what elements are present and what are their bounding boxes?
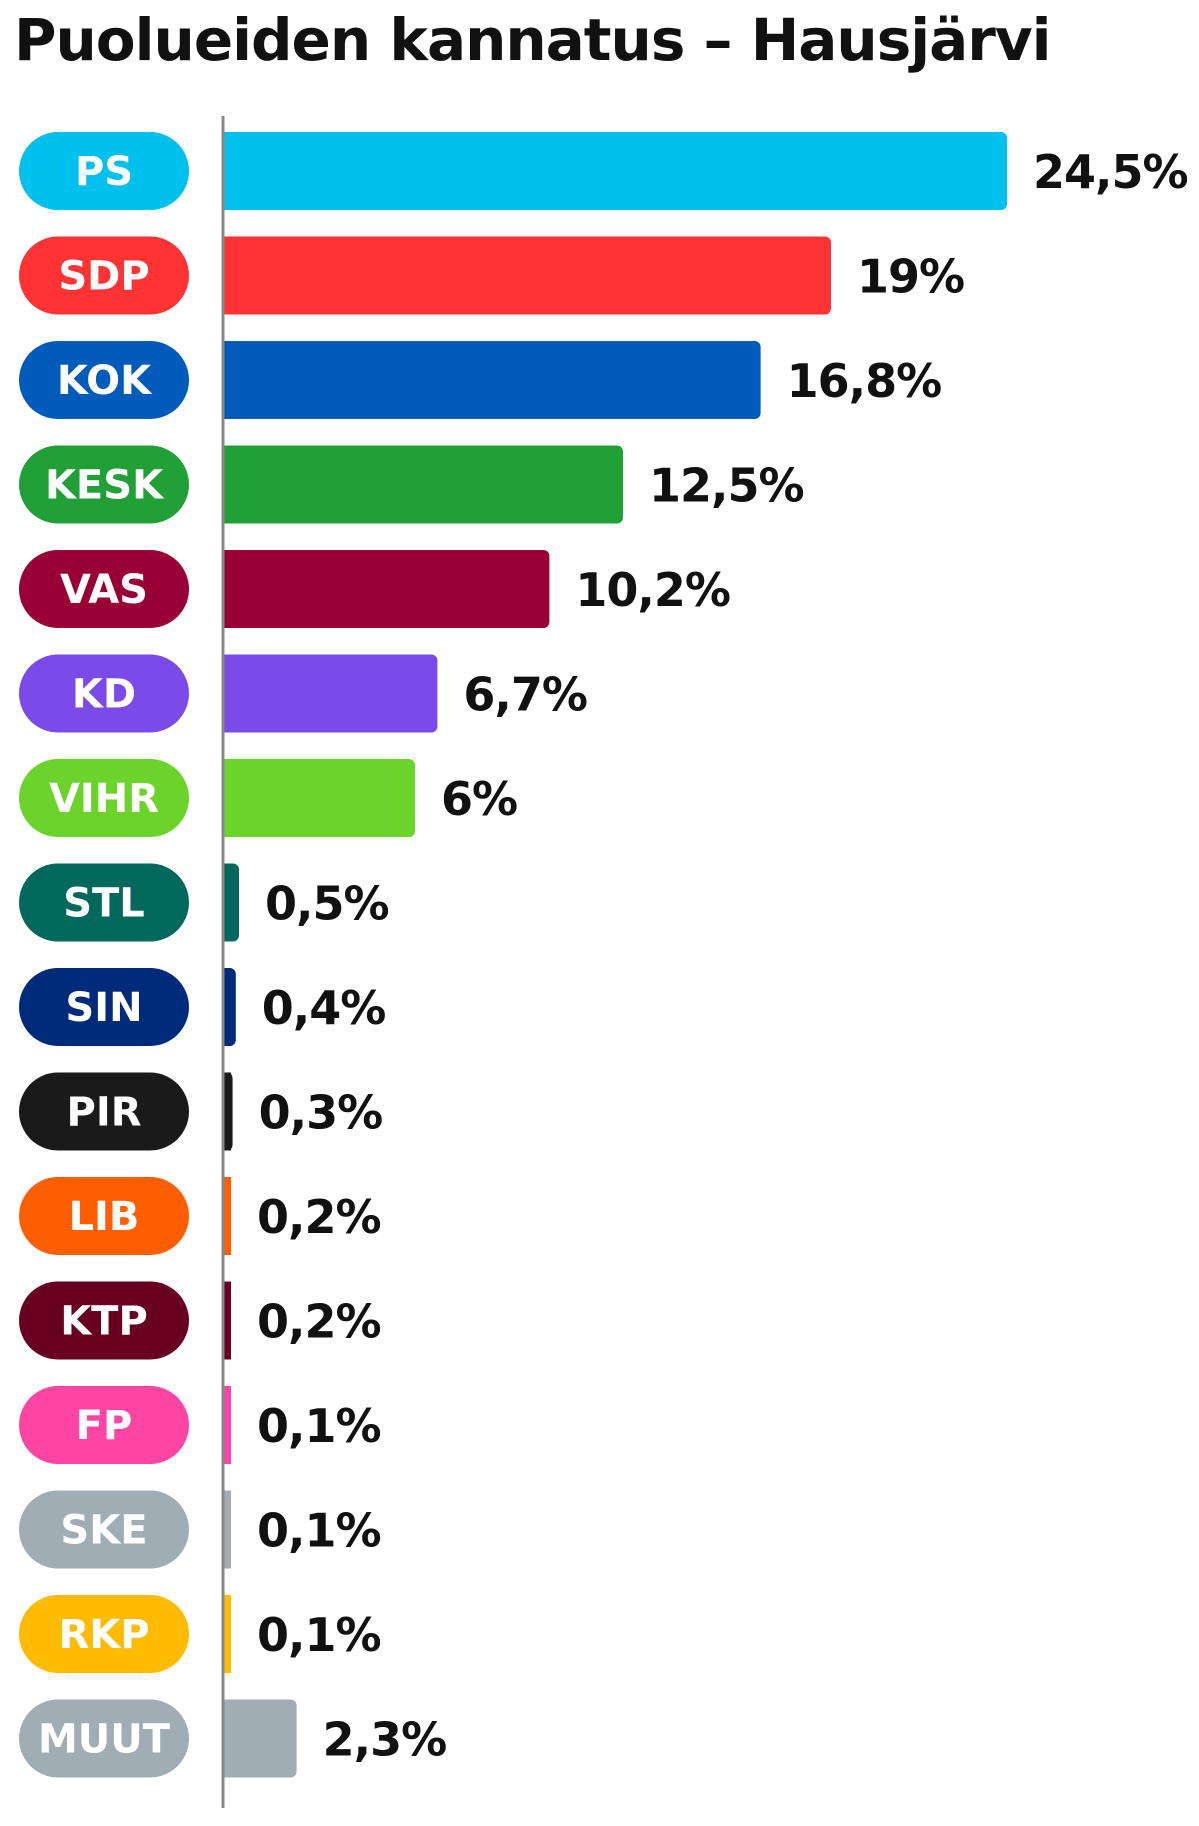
bar-edge-muut: [223, 1699, 231, 1778]
party-pill-ps: [19, 132, 189, 210]
party-pill-kd: [19, 654, 189, 733]
value-label: 16,8%: [787, 354, 942, 408]
bar-kesk: [223, 445, 623, 524]
bar-kok: [223, 341, 761, 419]
category-label: KOK: [57, 358, 153, 404]
value-label: 10,2%: [575, 563, 730, 617]
value-label: 0,1%: [257, 1608, 381, 1662]
bar-edge-vihr: [223, 759, 231, 837]
category-label: STL: [63, 881, 145, 927]
party-pill-kok: [19, 341, 189, 419]
chart-title: Puolueiden kannatus – Hausjärvi: [14, 6, 1052, 74]
bar-ps: [223, 132, 1007, 210]
bar-edge-fp: [223, 1386, 231, 1464]
value-label: 0,3%: [259, 1086, 383, 1140]
bar-vas: [223, 550, 550, 628]
category-label: VAS: [60, 567, 148, 613]
bar-edge-pir: [223, 1072, 231, 1151]
category-label: SKE: [60, 1508, 147, 1554]
bar-edge-kesk: [223, 445, 231, 524]
category-label: KD: [72, 672, 136, 718]
bar-edge-sdp: [223, 236, 231, 315]
category-label: RKP: [58, 1612, 149, 1658]
value-label: 0,1%: [257, 1504, 381, 1558]
category-label: MUUT: [38, 1717, 171, 1763]
value-label: 12,5%: [649, 459, 804, 513]
bar-edge-kok: [223, 341, 231, 419]
bar-edge-stl: [223, 863, 231, 942]
party-pill-vas: [19, 550, 189, 628]
party-pill-pir: [19, 1072, 189, 1151]
bar-vihr: [223, 759, 415, 837]
party-pill-sin: [19, 968, 189, 1046]
party-pill-vihr: [19, 759, 189, 837]
value-label: 19%: [857, 250, 964, 304]
bar-edge-vas: [223, 550, 231, 628]
bars-layer: PS 24,5% SDP 19% KOK 16,8% KESK 12,5% VAS 10,2% KD…: [19, 132, 1189, 1778]
party-pill-lib: [19, 1177, 189, 1255]
category-label: SIN: [65, 985, 142, 1031]
bar-edge-ps: [223, 132, 231, 210]
category-label: SDP: [58, 254, 149, 300]
party-pill-sdp: [19, 236, 189, 315]
bar-edge-ske: [223, 1490, 231, 1569]
party-pill-ske: [19, 1490, 189, 1569]
value-label: 6,7%: [463, 668, 587, 722]
category-label: KESK: [45, 463, 165, 509]
party-pill-muut: [19, 1699, 189, 1778]
value-label: 6%: [441, 772, 517, 826]
party-pill-fp: [19, 1386, 189, 1464]
value-label: 0,2%: [257, 1295, 381, 1349]
value-label: 0,4%: [262, 981, 386, 1035]
party-pill-stl: [19, 863, 189, 942]
value-label: 24,5%: [1033, 145, 1188, 199]
bar-edge-ktp: [223, 1281, 231, 1360]
value-label: 0,1%: [257, 1399, 381, 1453]
category-label: VIHR: [49, 776, 159, 822]
bar-edge-rkp: [223, 1595, 231, 1673]
value-label: 0,2%: [257, 1190, 381, 1244]
value-label: 2,3%: [323, 1713, 447, 1767]
category-label: PIR: [67, 1090, 142, 1136]
party-pill-kesk: [19, 445, 189, 524]
category-label: KTP: [60, 1299, 148, 1345]
value-label: 0,5%: [265, 877, 389, 931]
bar-sdp: [223, 236, 831, 315]
party-pill-ktp: [19, 1281, 189, 1360]
category-label: PS: [75, 149, 133, 195]
party-pill-rkp: [19, 1595, 189, 1673]
bar-muut: [223, 1699, 297, 1778]
category-label: LIB: [69, 1194, 140, 1240]
bar-edge-kd: [223, 654, 231, 733]
category-label: FP: [76, 1403, 133, 1449]
bar-edge-sin: [223, 968, 231, 1046]
bar-kd: [223, 654, 438, 733]
bar-edge-lib: [223, 1177, 231, 1255]
